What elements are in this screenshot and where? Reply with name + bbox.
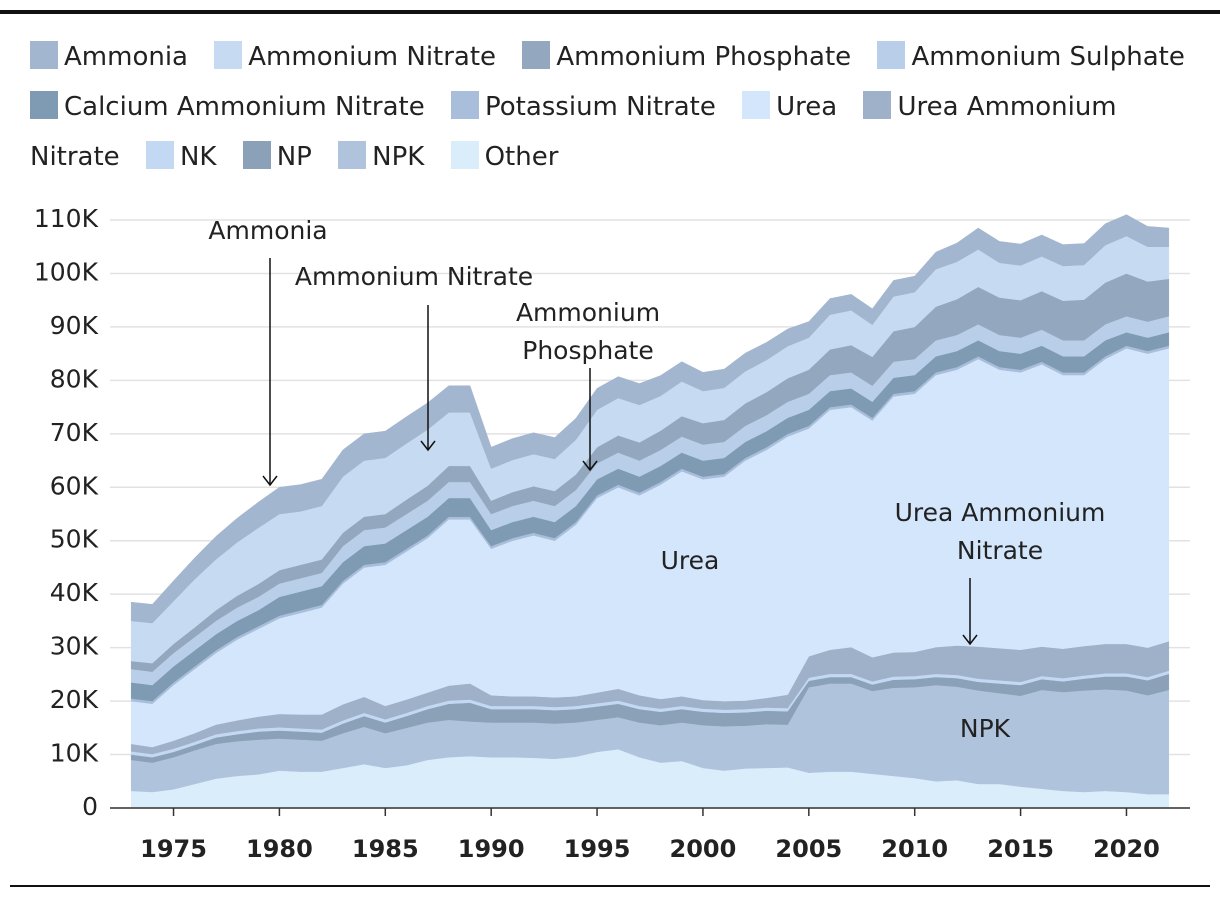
x-tick-label: 1995 — [564, 835, 631, 863]
y-tick-label: 90K — [50, 311, 99, 340]
annotation: Ammonium Nitrate — [295, 262, 533, 291]
x-tick-label: 2005 — [775, 835, 842, 863]
legend-label: NP — [276, 142, 312, 172]
legend-swatch — [863, 91, 892, 119]
y-tick-label: 50K — [50, 525, 99, 554]
y-tick-label: 30K — [50, 632, 99, 661]
arrow-head — [582, 460, 598, 472]
legend-item: NK — [145, 141, 217, 172]
legend-swatch — [450, 141, 479, 169]
legend-item: Ammonium Sulphate — [877, 41, 1185, 72]
legend-swatch — [450, 91, 479, 119]
x-tick-label: 2000 — [670, 835, 737, 863]
legend-swatch — [214, 41, 243, 69]
legend-swatch — [30, 41, 58, 69]
arrow-head — [420, 440, 436, 452]
x-tick-label: 2015 — [987, 835, 1054, 863]
legend-label: Ammonia — [64, 42, 188, 72]
legend-label: NPK — [372, 142, 425, 172]
annotation: Ammonia — [208, 216, 327, 245]
legend-label: Urea — [776, 92, 838, 122]
x-tick-label: 1985 — [352, 835, 419, 863]
legend-label: Ammonium Sulphate — [911, 42, 1185, 72]
legend-item: Calcium Ammonium Nitrate — [30, 91, 425, 122]
bottom-rule — [10, 885, 1210, 887]
legend-label: Urea Ammonium Nitrate — [30, 92, 1117, 172]
annotation: Nitrate — [957, 536, 1043, 565]
y-tick-label: 60K — [50, 471, 99, 500]
arrow-head — [962, 634, 978, 646]
annotation: Phosphate — [522, 336, 653, 365]
annotation: Urea Ammonium — [895, 498, 1106, 527]
legend-item: Ammonium Nitrate — [214, 41, 497, 72]
legend-label: Other — [484, 142, 559, 172]
legend-label: Calcium Ammonium Nitrate — [64, 92, 425, 122]
x-tick-label: 1975 — [140, 835, 207, 863]
legend-swatch — [742, 91, 771, 119]
legend-swatch — [522, 41, 551, 69]
legend-item: Urea — [742, 91, 838, 122]
y-tick-label: 20K — [50, 685, 99, 714]
legend: Ammonia Ammonium Nitrate Ammonium Phosph… — [30, 32, 1205, 182]
legend-swatch — [877, 41, 906, 69]
y-tick-label: 40K — [50, 578, 99, 607]
area — [130, 214, 1170, 624]
legend-item: Ammonia — [30, 41, 188, 72]
annotation: NPK — [960, 714, 1011, 743]
y-tick-label: 10K — [50, 739, 99, 768]
legend-item: Ammonium Phosphate — [522, 41, 852, 72]
legend-swatch — [30, 91, 58, 119]
legend-label: Ammonium Phosphate — [556, 42, 852, 72]
y-tick-label: 0 — [82, 792, 98, 821]
legend-swatch — [145, 141, 174, 169]
legend-swatch — [242, 141, 271, 169]
legend-swatch — [338, 141, 367, 169]
top-rule — [0, 10, 1220, 14]
x-tick-label: 2010 — [881, 835, 948, 863]
y-tick-label: 70K — [50, 418, 99, 447]
legend-item: Other — [450, 141, 559, 172]
y-tick-label: 80K — [50, 364, 99, 393]
legend-label: Ammonium Nitrate — [248, 42, 497, 72]
arrow-head — [262, 475, 278, 487]
legend-item: NPK — [338, 141, 425, 172]
legend-item: Urea Ammonium Nitrate — [30, 91, 1117, 172]
legend-item: NP — [242, 141, 312, 172]
y-tick-label: 110K — [34, 204, 99, 233]
x-tick-label: 1990 — [458, 835, 525, 863]
annotation: Urea — [661, 546, 720, 575]
legend-label: NK — [179, 142, 217, 172]
legend-item: Potassium Nitrate — [450, 91, 716, 122]
x-tick-label: 2020 — [1093, 835, 1160, 863]
y-tick-label: 100K — [34, 257, 99, 286]
x-tick-label: 1980 — [246, 835, 313, 863]
legend-label: Potassium Nitrate — [484, 92, 716, 122]
annotation: Ammonium — [516, 298, 660, 327]
